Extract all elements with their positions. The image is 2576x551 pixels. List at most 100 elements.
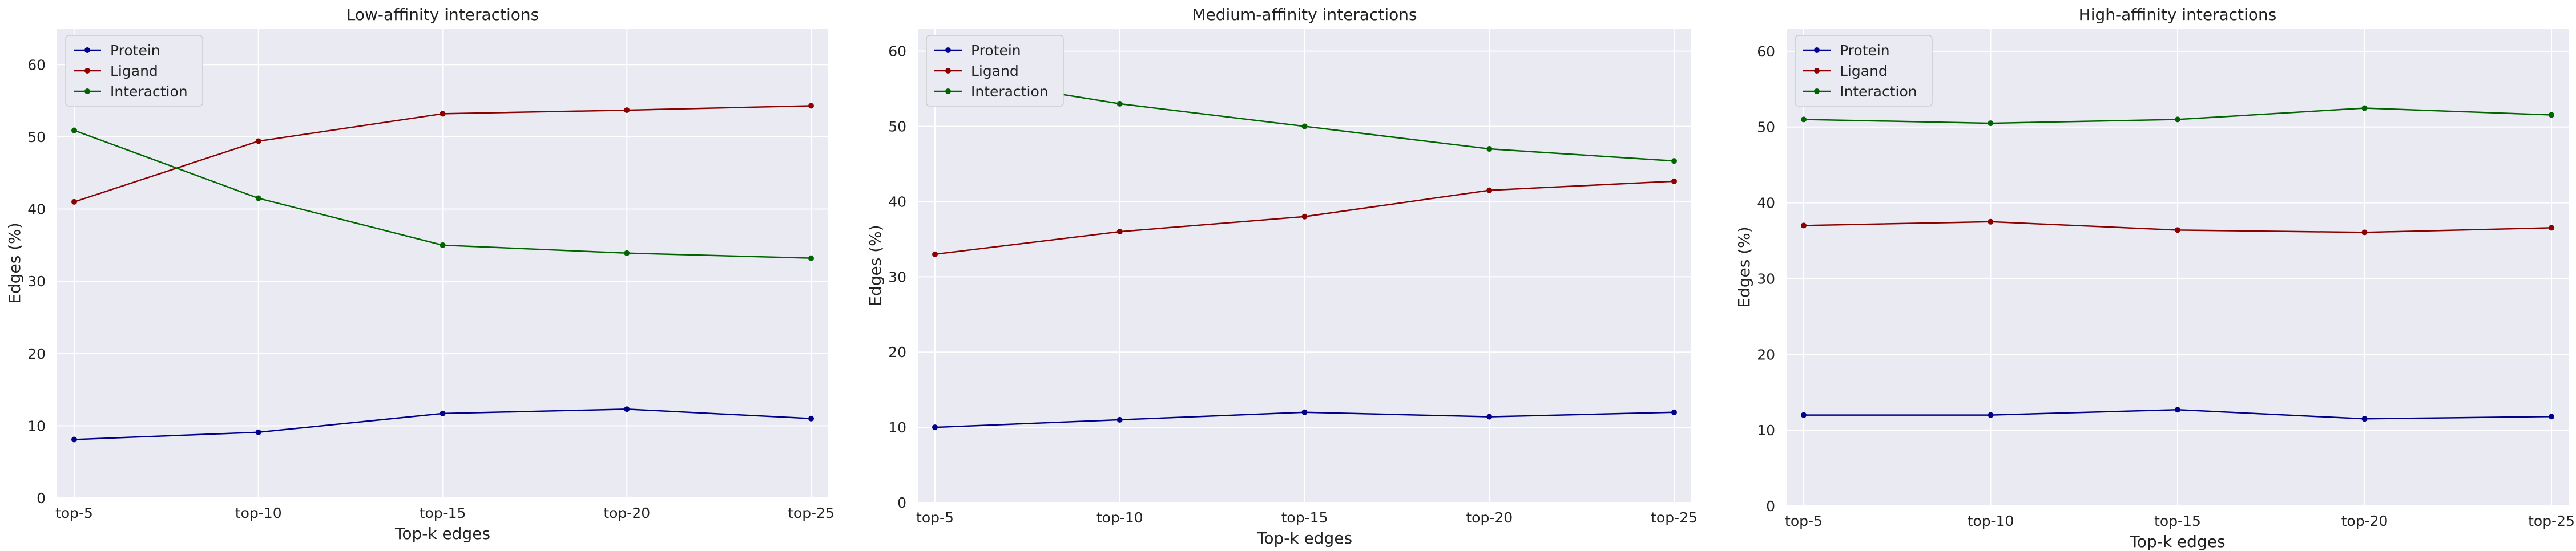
series-protein (71, 406, 814, 443)
data-point (440, 410, 446, 416)
y-tick-label: 60 (27, 56, 46, 73)
data-point (1671, 409, 1677, 415)
data-point (2361, 105, 2368, 111)
legend-swatch-marker (84, 88, 90, 94)
data-point (71, 127, 77, 133)
data-point (71, 436, 77, 443)
data-point (1486, 146, 1493, 152)
legend-label: Interaction (110, 83, 188, 100)
legend-swatch-marker (84, 68, 90, 74)
data-point (1301, 409, 1308, 415)
chart-title: High-affinity interactions (2079, 5, 2277, 24)
data-point (1116, 100, 1123, 107)
chart-title: Medium-affinity interactions (1192, 5, 1417, 24)
data-point (932, 251, 938, 257)
series-interaction (71, 127, 814, 261)
data-point (440, 111, 446, 117)
data-point (808, 103, 814, 109)
x-tick-label: top-25 (2528, 513, 2575, 529)
x-tick-label: top-15 (2154, 513, 2201, 529)
data-point (255, 429, 261, 435)
legend-box (926, 35, 1064, 107)
x-tick-label: top-15 (420, 505, 466, 521)
data-point (624, 250, 630, 256)
data-point (1988, 120, 1994, 127)
data-point (1988, 412, 1994, 418)
data-point (1301, 213, 1308, 220)
data-point (2175, 116, 2180, 123)
series-protein (1801, 407, 2554, 422)
data-point (1486, 187, 1493, 193)
data-point (71, 198, 77, 205)
legend-swatch-marker (945, 88, 951, 94)
x-axis-label: Top-k edges (2129, 532, 2225, 551)
data-point (2361, 229, 2368, 236)
data-point (932, 424, 938, 431)
data-point (1116, 229, 1123, 235)
legend-label: Ligand (1840, 63, 1888, 79)
x-tick-label: top-20 (2341, 513, 2388, 529)
data-point (1301, 123, 1308, 129)
y-tick-label: 30 (1757, 270, 1775, 287)
data-point (2549, 414, 2554, 420)
y-tick-label: 20 (27, 346, 46, 362)
y-tick-label: 30 (27, 273, 46, 290)
data-point (2175, 407, 2180, 413)
legend-label: Protein (110, 42, 160, 59)
y-tick-label: 60 (1757, 43, 1775, 60)
data-point (440, 242, 446, 248)
data-point (2549, 225, 2554, 231)
series-ligand (1801, 218, 2554, 236)
series-interaction (1801, 105, 2554, 127)
legend-swatch-marker (84, 47, 90, 53)
y-tick-label: 20 (888, 344, 906, 360)
legend-label: Protein (971, 42, 1021, 59)
data-point (1801, 412, 1807, 418)
data-point (1801, 222, 1807, 229)
y-tick-label: 40 (1757, 195, 1775, 212)
data-point (255, 138, 261, 144)
legend-swatch-marker (1814, 68, 1820, 74)
x-tick-label: top-10 (1096, 509, 1143, 526)
y-tick-label: 30 (888, 269, 906, 285)
y-tick-label: 10 (1757, 422, 1775, 439)
y-tick-label: 50 (27, 129, 46, 145)
x-tick-label: top-10 (235, 505, 282, 521)
data-point (255, 195, 261, 201)
legend-swatch-marker (945, 68, 951, 74)
data-point (808, 415, 814, 422)
data-point (624, 107, 630, 114)
chart-panel-3: 0 10 20 30 40 50 60 top-5 top-10 top-15 top-20 top-… (1735, 5, 2575, 551)
data-point (1486, 414, 1493, 420)
data-point (808, 255, 814, 261)
y-tick-label: 50 (888, 118, 906, 135)
x-axis-label: Top-k edges (394, 524, 490, 543)
y-tick-label: 0 (37, 490, 46, 507)
legend-box (1795, 35, 1933, 107)
data-point (2361, 416, 2368, 422)
y-axis-label: Edges (%) (1735, 226, 1753, 307)
data-point (2175, 227, 2180, 233)
chart-title: Low-affinity interactions (346, 5, 539, 24)
y-tick-label: 40 (27, 201, 46, 218)
series-ligand (932, 178, 1677, 257)
y-tick-label: 60 (888, 43, 906, 60)
data-point (1988, 218, 1994, 225)
data-point (1671, 158, 1677, 164)
data-point (1671, 178, 1677, 184)
legend-label: Protein (1840, 42, 1890, 59)
y-tick-label: 40 (888, 193, 906, 210)
legend-box (65, 35, 203, 107)
legend-label: Interaction (1840, 83, 1917, 100)
x-tick-label: top-10 (1968, 513, 2014, 529)
y-axis-label: Edges (%) (866, 225, 885, 306)
y-tick-label: 10 (27, 418, 46, 434)
chart-panel-2: 0 10 20 30 40 50 60 top-5 top-10 top-15 top-20 top-… (866, 5, 1698, 548)
legend-swatch-marker (945, 47, 951, 53)
legend-label: Ligand (110, 63, 158, 79)
y-tick-label: 10 (888, 419, 906, 436)
y-axis-label: Edges (%) (5, 222, 24, 303)
data-point (624, 406, 630, 412)
x-tick-label: top-5 (916, 509, 954, 526)
